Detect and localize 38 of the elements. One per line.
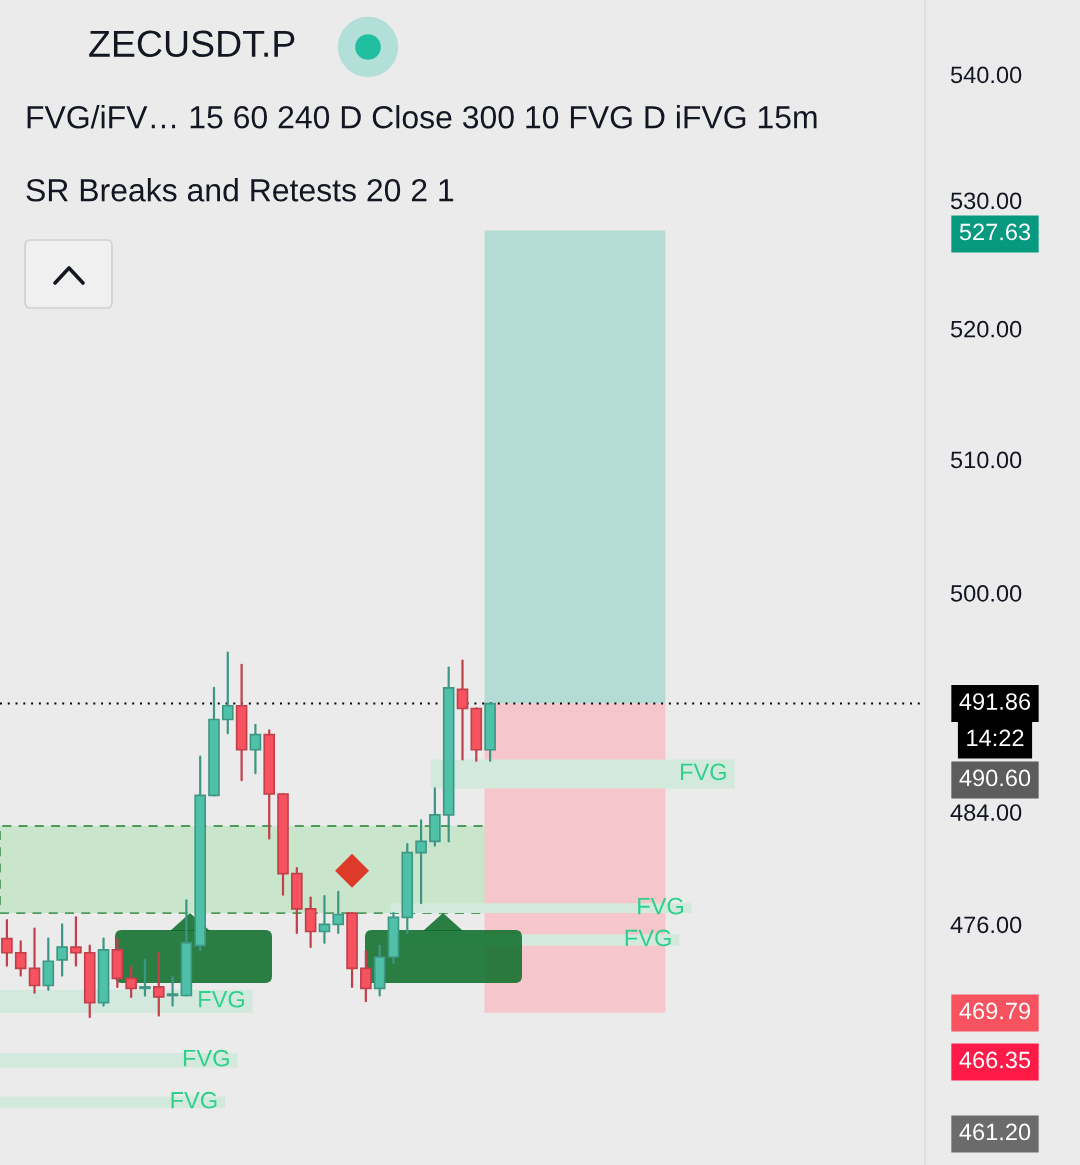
candlestick (139, 958, 151, 997)
candlestick (14, 940, 27, 977)
candlestick (56, 923, 68, 977)
band-label: FVG (625, 929, 671, 947)
y-tick-label: 476.00 (950, 916, 1022, 934)
candlestick (152, 951, 165, 1017)
y-tick-label: 500.00 (950, 585, 1022, 602)
candlestick (28, 927, 41, 994)
text: 14:22 (967, 729, 1024, 747)
y-tick-label: 520.00 (950, 320, 1022, 338)
candlestick (415, 819, 427, 905)
text: FVG/iFV… 15 60 240 D Close 300 10 FVG D iFVG 15m SR Breaks and Retests 20 2 1 (26, 105, 817, 202)
ref-line-label: 491.86 (959, 693, 1031, 710)
y-tick-label: 530.00 (950, 192, 1022, 210)
text: 527.63 (959, 223, 1031, 241)
candlestick (332, 890, 345, 934)
text: 461.20 (959, 1123, 1031, 1141)
y-tick-label: 484.00 (950, 804, 1022, 821)
band-label: FVG (680, 763, 726, 781)
candlestick (304, 896, 317, 949)
band-label: FVG (638, 897, 684, 915)
text: 466.35 (959, 1051, 1031, 1069)
candlestick (456, 659, 469, 761)
candlestick (1, 919, 13, 967)
band-label: FVG (199, 990, 244, 1008)
candlestick (221, 651, 234, 735)
text: 469.79 (959, 1002, 1030, 1020)
text: ZECUSDT.P (89, 30, 295, 58)
candlestick (125, 965, 137, 999)
candlestick (360, 950, 372, 1003)
y-tick-label: 540.00 (950, 66, 1022, 84)
candlestick (249, 723, 262, 775)
band-label: FVG (183, 1049, 229, 1067)
candlestick (70, 916, 82, 967)
y-tick-label: 510.00 (950, 451, 1022, 469)
candlestick (166, 975, 179, 1007)
band-label: FVG (171, 1091, 217, 1109)
text: 490.60 (959, 769, 1031, 787)
